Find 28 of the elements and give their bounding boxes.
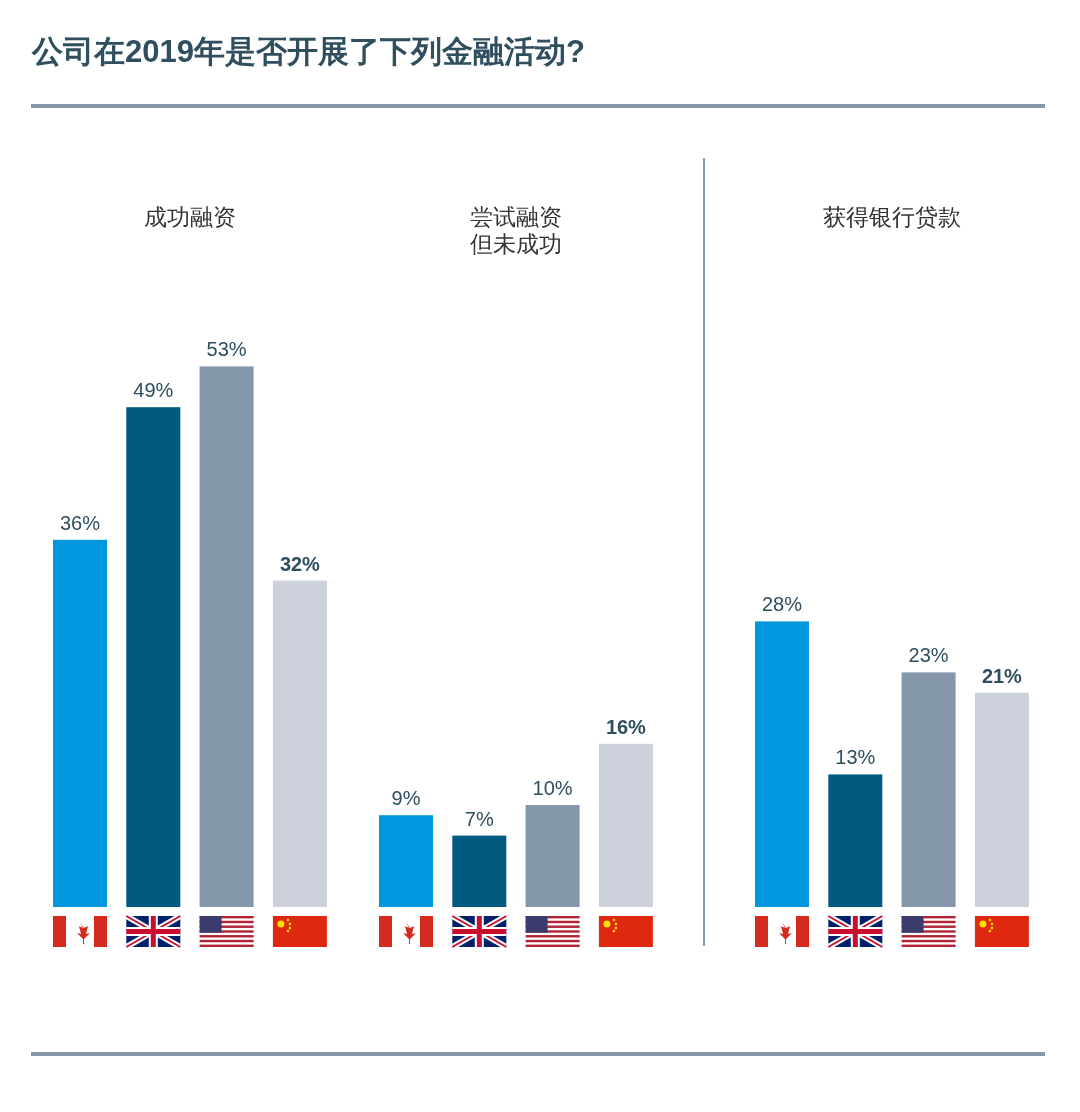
chart-subtitle: 成功融资 <box>143 204 236 230</box>
chart-subtitle: 获得银行贷款 <box>822 204 961 230</box>
data-label: 21% <box>981 664 1023 687</box>
bar <box>379 815 433 907</box>
bar <box>126 407 181 907</box>
chart-subtitle: 尝试融资但未成功 <box>469 204 562 257</box>
data-label: 9% <box>391 787 421 810</box>
data-label: 53% <box>206 338 247 361</box>
bar <box>525 805 580 907</box>
data-label: 49% <box>133 379 174 402</box>
data-label: 36% <box>59 511 101 534</box>
bar <box>901 672 956 907</box>
data-label: 10% <box>532 777 573 799</box>
data-label: 23% <box>908 644 949 667</box>
data-label: 16% <box>605 715 647 738</box>
bar <box>828 774 883 907</box>
bar <box>452 835 507 907</box>
bar <box>53 539 107 907</box>
data-label: 32% <box>279 552 321 575</box>
data-label: 28% <box>761 593 803 616</box>
data-label: 7% <box>464 807 494 830</box>
data-label: 13% <box>835 746 876 769</box>
bar <box>272 580 327 907</box>
bar <box>598 743 653 907</box>
bar <box>974 692 1029 907</box>
chart-title: 公司在2019年是否开展了下列金融活动? <box>31 34 585 69</box>
bar <box>755 621 809 907</box>
bar <box>199 366 254 907</box>
